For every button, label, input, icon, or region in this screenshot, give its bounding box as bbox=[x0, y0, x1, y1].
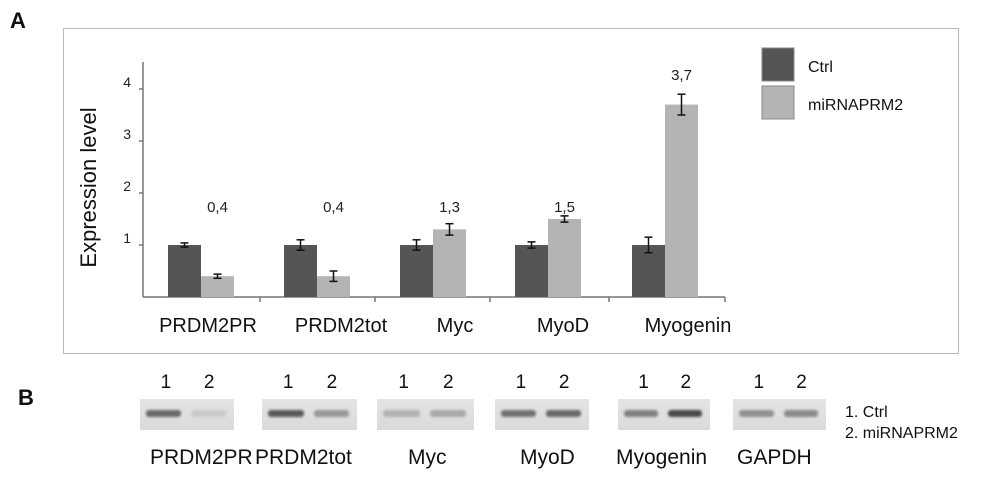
lane-number: 2 bbox=[326, 372, 338, 393]
gel-band bbox=[191, 410, 226, 417]
category-label: Myc bbox=[437, 315, 474, 337]
gel-caption: GAPDH bbox=[737, 446, 812, 469]
gel-strip-prdm2tot bbox=[262, 399, 357, 430]
bar-ctrl-myc bbox=[400, 245, 433, 297]
bar-ctrl-myogenin bbox=[632, 245, 665, 297]
bar-mirna-prdm2pr bbox=[201, 276, 234, 297]
bar-mirna-myc bbox=[433, 229, 466, 297]
value-label: 0,4 bbox=[323, 199, 344, 216]
lane-number: 2 bbox=[796, 372, 807, 393]
gel-strip-prdm2pr bbox=[140, 399, 234, 430]
gel-caption: PRDM2PR bbox=[150, 446, 253, 469]
gel-band bbox=[501, 410, 536, 417]
gel-band bbox=[268, 410, 304, 417]
panel-b-label: B bbox=[18, 385, 34, 410]
category-label: PRDM2PR bbox=[159, 315, 257, 337]
value-label: 0,4 bbox=[207, 199, 228, 216]
gel-caption: PRDM2tot bbox=[255, 446, 352, 469]
lane-number: 2 bbox=[203, 372, 215, 393]
legend-label: miRNAPRM2 bbox=[808, 97, 903, 114]
bar-ctrl-prdm2tot bbox=[284, 245, 317, 297]
panel-a-label: A bbox=[10, 8, 26, 33]
category-label: MyoD bbox=[537, 315, 589, 337]
lane-number: 2 bbox=[442, 372, 454, 393]
gel-band bbox=[546, 410, 581, 417]
gel-caption: Myc bbox=[408, 446, 447, 469]
value-label: 1,5 bbox=[554, 199, 575, 216]
gel-band bbox=[313, 410, 349, 417]
chart-frame bbox=[63, 28, 959, 354]
y-tick-label: 4 bbox=[123, 74, 131, 90]
lane-number: 2 bbox=[680, 372, 692, 393]
y-tick-label: 2 bbox=[123, 178, 131, 194]
bar-ctrl-prdm2pr bbox=[168, 245, 201, 297]
gel-caption: Myogenin bbox=[616, 446, 708, 469]
gel-legend-item-2: 2. miRNAPRM2 bbox=[845, 425, 958, 442]
chart-labels: 0,4 PRDM2PR 0,4 PRDM2tot 1,3 Myc 1,5 MyoD 3,7 Myo… bbox=[159, 67, 731, 337]
bar-mirna-myogenin bbox=[665, 104, 698, 297]
lane-number: 1 bbox=[638, 372, 649, 393]
lane-number: 1 bbox=[160, 372, 172, 393]
legend-label: Ctrl bbox=[808, 59, 833, 76]
y-tick-label: 3 bbox=[123, 126, 131, 142]
gel-legend-item-1: 1. Ctrl bbox=[845, 404, 888, 421]
category-label: Myogenin bbox=[645, 315, 732, 337]
lane-number: 1 bbox=[282, 372, 294, 393]
value-label: 1,3 bbox=[439, 199, 460, 216]
gel-band bbox=[783, 410, 818, 417]
y-tick-label: 1 bbox=[123, 230, 131, 246]
gel-legend: 1. Ctrl 2. miRNAPRM2 bbox=[845, 402, 958, 444]
category-label: PRDM2tot bbox=[295, 315, 388, 337]
gel-band bbox=[739, 410, 774, 417]
bar-ctrl-myod bbox=[515, 245, 548, 297]
gel-caption: MyoD bbox=[520, 446, 575, 469]
gel-band bbox=[624, 410, 658, 417]
lane-number: 1 bbox=[753, 372, 765, 393]
gel-band bbox=[383, 410, 420, 417]
bar-mirna-prdm2tot bbox=[317, 276, 350, 297]
gel-band bbox=[146, 410, 181, 417]
gel-band bbox=[668, 410, 702, 417]
gel-strip-gapdh bbox=[733, 399, 826, 430]
lane-number: 1 bbox=[398, 372, 409, 393]
lane-number: 1 bbox=[515, 372, 527, 393]
legend-swatch bbox=[761, 85, 795, 120]
chart-bars bbox=[168, 93, 698, 297]
value-label: 3,7 bbox=[671, 67, 692, 84]
y-axis-label: Expression level bbox=[76, 107, 101, 267]
legend-swatch bbox=[761, 47, 795, 82]
bar-mirna-myod bbox=[548, 219, 581, 297]
gel-strip-myogenin bbox=[618, 399, 710, 430]
lane-number: 2 bbox=[558, 372, 570, 393]
chart-legend: Ctrl miRNAPRM2 bbox=[761, 47, 903, 120]
gel-strip-myc bbox=[377, 399, 474, 430]
gel-band bbox=[429, 410, 466, 417]
gel-strip-myod bbox=[495, 399, 589, 430]
